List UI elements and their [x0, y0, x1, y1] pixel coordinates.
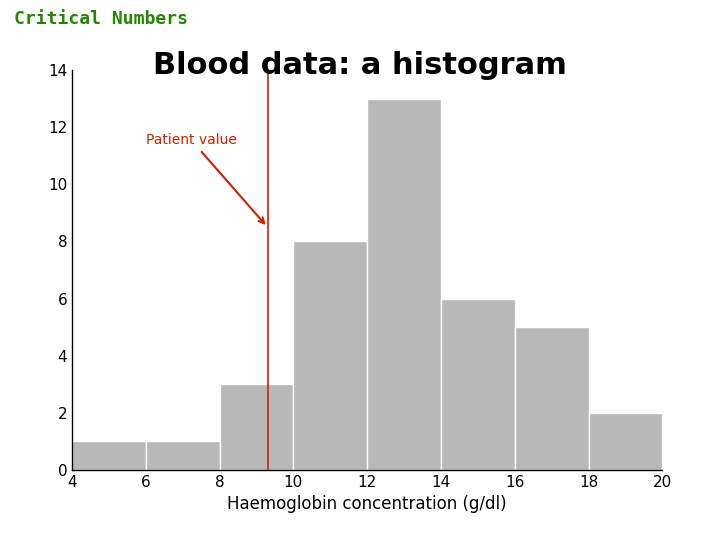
Bar [220, 384, 294, 470]
Bar [145, 441, 220, 470]
X-axis label: Haemoglobin concentration (g/dl): Haemoglobin concentration (g/dl) [228, 495, 507, 513]
Bar [72, 441, 145, 470]
Bar [588, 413, 662, 470]
Bar [441, 299, 515, 470]
Text: Blood data: a histogram: Blood data: a histogram [153, 51, 567, 80]
Text: Critical Numbers: Critical Numbers [14, 10, 189, 28]
Text: Patient value: Patient value [145, 133, 264, 224]
Bar [294, 241, 367, 470]
Bar [515, 327, 588, 470]
Bar [367, 99, 441, 470]
